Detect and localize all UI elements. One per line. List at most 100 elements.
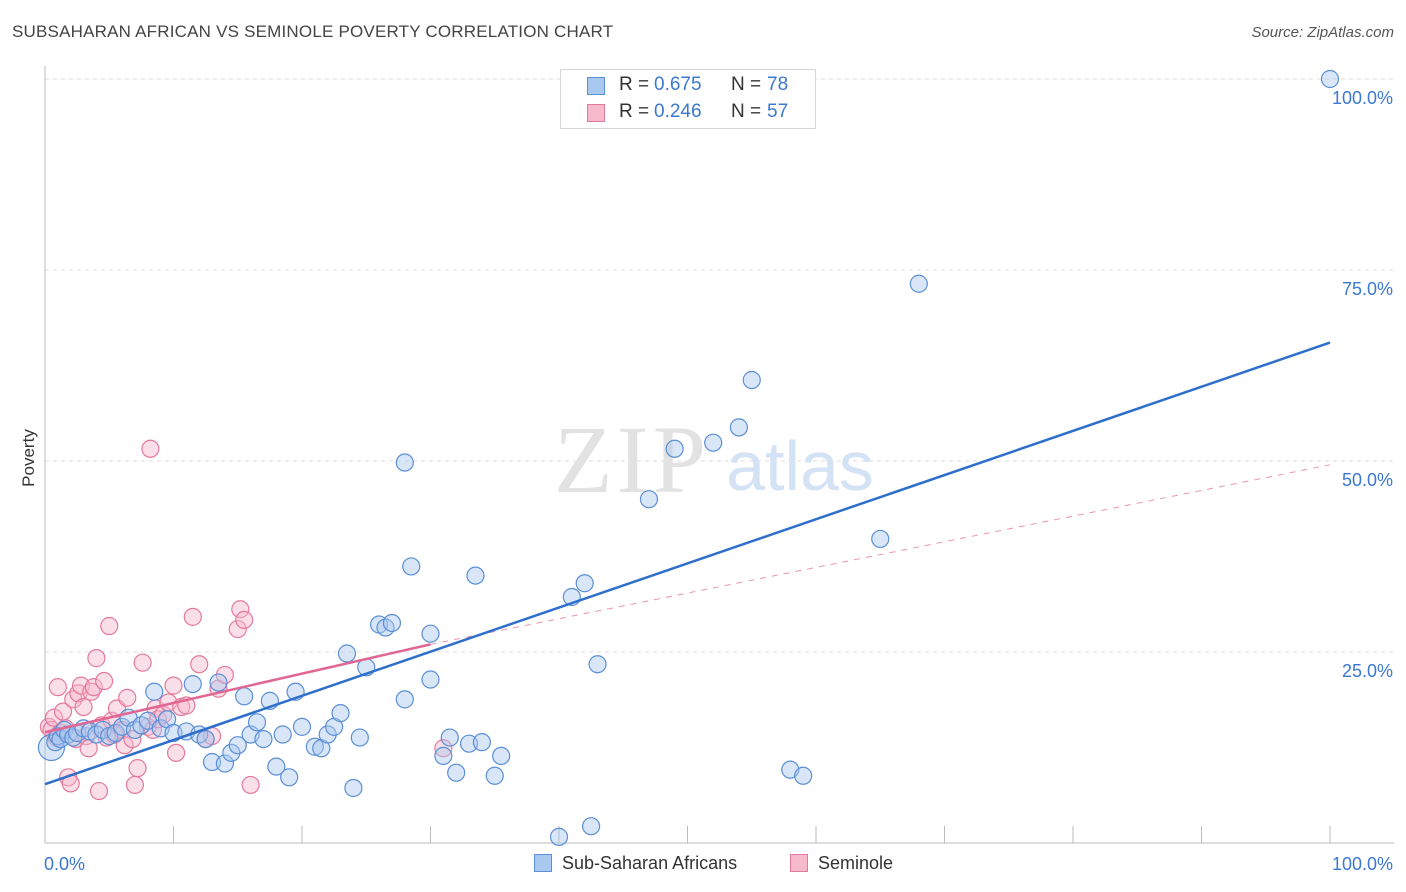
seminole-trend-line (44, 643, 431, 734)
y-tick-label: 75.0% (1342, 279, 1393, 299)
watermark-atlas: atlas (726, 427, 874, 505)
subsaharan-point (305, 737, 324, 756)
tick-labels: 25.0% 50.0% 75.0% 100.0% 0.0% 100.0% (44, 88, 1393, 874)
subsaharan-point (665, 439, 684, 458)
subsaharan-point (871, 529, 890, 549)
seminole-point (89, 781, 109, 801)
legend-item-subsaharan[interactable]: Sub-Saharan Africans (534, 853, 737, 874)
seminole-points (39, 439, 453, 801)
subsaharan-point (421, 624, 440, 643)
n-value: 57 (767, 101, 789, 122)
subsaharan-trend-line (44, 341, 1331, 786)
blue-swatch (534, 854, 552, 872)
subsaharan-point (222, 743, 241, 762)
correlation-legend: R = 0.675 N = 78 R = 0.246 N = 57 (560, 69, 816, 129)
subsaharan-point (742, 370, 761, 390)
source-label: Source: ZipAtlas.com (1251, 24, 1394, 41)
seminole-point (235, 610, 254, 630)
x-tick-label-max: 100.0% (1332, 854, 1393, 874)
series-legend: Sub-Saharan Africans Seminole (0, 850, 1406, 880)
seminole-point (228, 619, 247, 639)
subsaharan-point (350, 728, 369, 747)
subsaharan-points (37, 69, 1340, 846)
subsaharan-point (421, 670, 440, 689)
seminole-point (48, 678, 67, 697)
subsaharan-point (434, 746, 453, 766)
legend-label: Seminole (818, 853, 894, 873)
n-label: N = (731, 101, 762, 122)
subsaharan-point (337, 644, 357, 663)
seminole-point (133, 653, 152, 672)
seminole-point (183, 607, 202, 626)
legend-label: Sub-Saharan Africans (562, 853, 738, 873)
subsaharan-point (254, 729, 273, 749)
y-tick-label: 50.0% (1342, 470, 1393, 490)
trend-lines (44, 341, 1331, 786)
subsaharan-point (235, 687, 254, 706)
legend-row-subsaharan: R = 0.675 N = 78 (561, 73, 815, 99)
seminole-point (44, 708, 64, 727)
subsaharan-point (575, 574, 594, 593)
grid-lines (45, 78, 1394, 653)
subsaharan-point (729, 418, 749, 437)
subsaharan-point (292, 717, 312, 736)
n-value: 78 (767, 74, 789, 95)
r-value: 0.246 (654, 101, 702, 122)
subsaharan-point (280, 768, 299, 787)
subsaharan-point (215, 754, 234, 773)
subsaharan-point (273, 725, 292, 744)
r-label: R = (619, 74, 650, 95)
seminole-point (95, 671, 114, 691)
r-label: R = (619, 101, 650, 122)
axes (44, 66, 1394, 844)
seminole-point (231, 600, 250, 619)
subsaharan-point (582, 817, 601, 836)
subsaharan-point (447, 763, 466, 782)
subsaharan-point (1320, 69, 1340, 89)
subsaharan-point (318, 725, 337, 744)
subsaharan-point (209, 673, 228, 692)
y-tick-label: 100.0% (1332, 88, 1393, 108)
seminole-point (74, 697, 93, 717)
seminole-point (434, 739, 453, 758)
subsaharan-point (145, 682, 164, 701)
subsaharan-point (196, 729, 215, 749)
chart-title: SUBSAHARAN AFRICAN VS SEMINOLE POVERTY C… (12, 22, 614, 41)
subsaharan-point (492, 746, 511, 766)
subsaharan-point (440, 728, 459, 747)
subsaharan-point (485, 766, 504, 785)
subsaharan-point (331, 704, 350, 723)
legend-item-seminole[interactable]: Seminole (790, 853, 893, 874)
seminole-point (84, 678, 103, 697)
x-tick-label-min: 0.0% (44, 854, 85, 874)
seminole-point (141, 439, 160, 458)
subsaharan-point (704, 433, 723, 452)
blue-swatch (587, 77, 605, 95)
subsaharan-point (909, 274, 928, 293)
subsaharan-point (382, 613, 402, 633)
seminole-point (100, 616, 119, 636)
subsaharan-point (472, 733, 491, 752)
subsaharan-point (466, 566, 485, 585)
seminole-point (215, 665, 234, 685)
watermark: ZIP atlas (554, 406, 874, 513)
r-value: 0.675 (654, 74, 702, 95)
seminole-point (125, 775, 145, 795)
subsaharan-point (183, 674, 202, 694)
subsaharan-point (228, 736, 247, 755)
subsaharan-point (639, 490, 659, 509)
seminole-point (128, 759, 147, 778)
legend-row-seminole: R = 0.246 N = 57 (561, 100, 815, 126)
pink-swatch (587, 104, 605, 122)
n-label: N = (731, 74, 762, 95)
subsaharan-point (402, 557, 421, 576)
y-axis-label: Poverty (19, 429, 38, 487)
subsaharan-point (395, 690, 414, 709)
seminole-point (166, 743, 186, 762)
seminole-point (143, 720, 163, 740)
seminole-point (87, 649, 106, 668)
subsaharan-point (267, 757, 286, 776)
subsaharan-point (344, 778, 363, 798)
pink-swatch (790, 854, 808, 872)
